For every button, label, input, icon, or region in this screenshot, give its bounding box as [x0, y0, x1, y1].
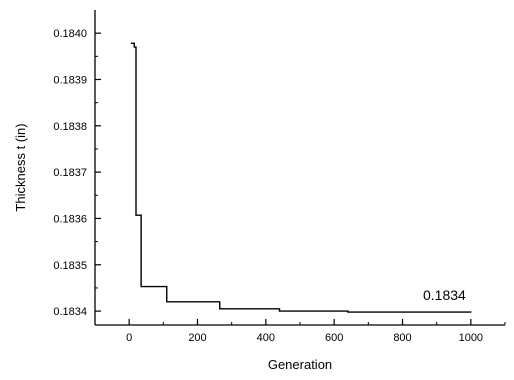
x-tick-label: 600 [325, 332, 343, 344]
y-tick-label: 0.1838 [53, 121, 87, 133]
y-tick-label: 0.1840 [53, 28, 87, 40]
final-value-annotation: 0.1834 [423, 287, 466, 303]
y-tick-label: 0.1834 [53, 306, 87, 318]
y-tick-label: 0.1839 [53, 74, 87, 86]
x-tick-label: 1000 [459, 332, 483, 344]
y-axis-title: Thickness t (in) [13, 123, 28, 211]
x-tick-label: 200 [188, 332, 206, 344]
y-axis-ticks: 0.1834 0.1835 0.1836 0.1837 0.1838 0.1839 0.18… [53, 28, 101, 318]
x-tick-label: 400 [257, 332, 275, 344]
x-axis-ticks: 0 200 400 600 800 1000 [94, 319, 506, 344]
x-tick-label: 0 [126, 332, 132, 344]
y-tick-label: 0.1835 [53, 260, 87, 272]
series-line [130, 42, 472, 313]
y-tick-label: 0.1836 [53, 213, 87, 225]
y-tick-label: 0.1837 [53, 167, 87, 179]
x-tick-label: 800 [393, 332, 411, 344]
x-axis-title: Generation [268, 357, 332, 372]
